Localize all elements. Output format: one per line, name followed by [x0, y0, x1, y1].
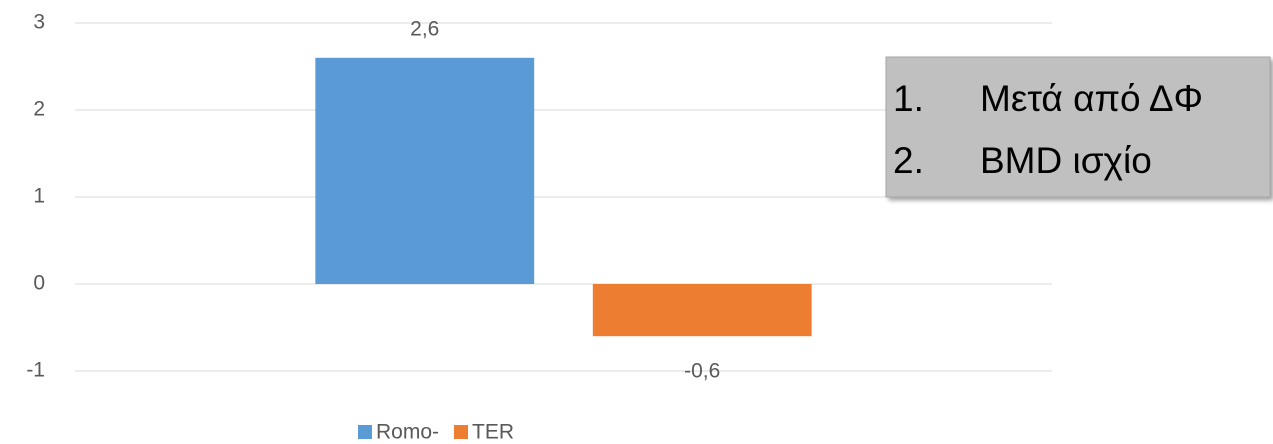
list-marker: 2.	[893, 140, 924, 181]
bar	[315, 57, 535, 284]
y-tick-label: 0	[33, 272, 45, 295]
data-label: -0,6	[684, 360, 720, 383]
list-marker: 1.	[893, 78, 924, 119]
legend-swatch	[358, 425, 372, 439]
y-tick-label: 1	[33, 185, 45, 208]
legend-label: TER	[472, 421, 514, 444]
y-tick-label: -1	[26, 359, 45, 382]
y-tick-label: 2	[33, 98, 45, 121]
data-label: 2,6	[410, 17, 439, 40]
list-text: BMD ισχίο	[980, 140, 1152, 181]
legend-label: Romo-	[376, 421, 439, 444]
bar	[592, 284, 812, 337]
annotation: 1. Μετά από ΔΦ 2. BMD ισχίο	[885, 56, 1271, 198]
legend-swatch	[454, 425, 469, 439]
y-tick-label: 3	[33, 11, 45, 34]
annotation-box	[885, 56, 1271, 198]
list-text: Μετά από ΔΦ	[980, 78, 1203, 119]
